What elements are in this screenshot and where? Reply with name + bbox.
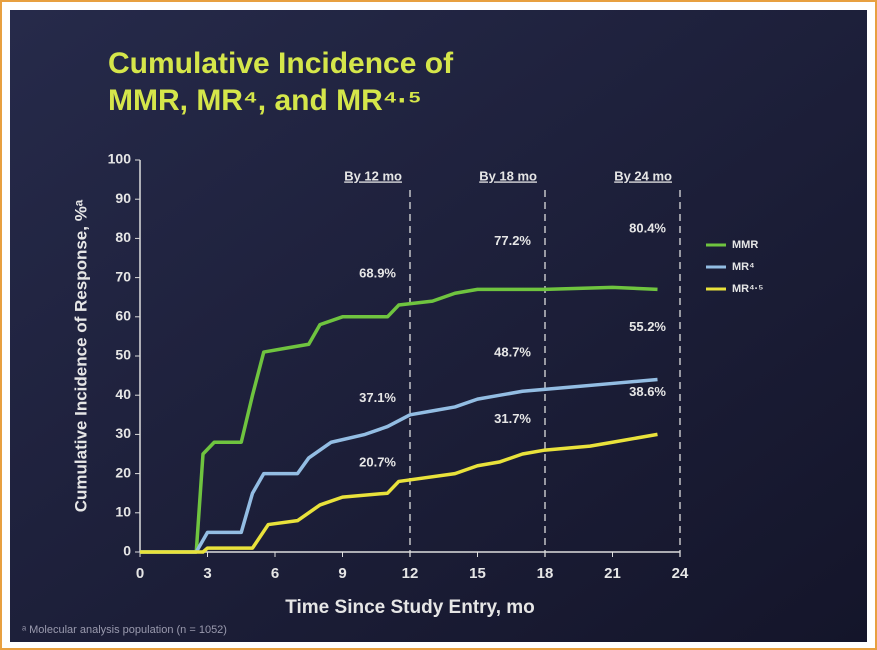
y-tick-label: 0: [123, 543, 131, 559]
footnote: ᵃ Molecular analysis population (n = 105…: [22, 624, 227, 636]
y-tick-label: 20: [115, 464, 131, 480]
chart-title: Cumulative Incidence of: [108, 47, 454, 80]
y-tick-label: 10: [115, 504, 131, 520]
y-tick-label: 80: [115, 229, 131, 245]
milestone-label: By 18 mo: [479, 168, 537, 183]
y-tick-label: 70: [115, 268, 131, 284]
y-tick-label: 90: [115, 190, 131, 206]
milestone-value: 48.7%: [494, 345, 531, 360]
x-tick-label: 15: [469, 565, 486, 582]
milestone-value: 20.7%: [359, 454, 396, 469]
milestone-label: By 12 mo: [344, 168, 402, 183]
x-tick-label: 3: [203, 565, 211, 582]
x-tick-label: 0: [136, 565, 144, 582]
y-tick-label: 50: [115, 347, 131, 363]
legend-label: MR⁴·⁵: [732, 283, 763, 295]
milestone-label: By 24 mo: [614, 168, 672, 183]
milestone-value: 77.2%: [494, 233, 531, 248]
milestone-value: 38.6%: [629, 384, 666, 399]
x-tick-label: 18: [537, 565, 554, 582]
x-axis-label: Time Since Study Entry, mo: [285, 597, 535, 618]
y-tick-label: 40: [115, 386, 131, 402]
milestone-value: 68.9%: [359, 265, 396, 280]
milestone-value: 31.7%: [494, 411, 531, 426]
slide: Cumulative Incidence of MMR, MR⁴, and MR…: [0, 0, 877, 650]
y-tick-label: 100: [108, 151, 132, 167]
y-tick-label: 30: [115, 425, 131, 441]
milestone-value: 80.4%: [629, 220, 666, 235]
chart-title: MMR, MR⁴, and MR⁴·⁵: [108, 84, 422, 117]
x-tick-label: 9: [338, 565, 346, 582]
x-tick-label: 12: [402, 565, 419, 582]
legend-label: MR⁴: [732, 261, 755, 273]
x-tick-label: 21: [604, 565, 621, 582]
milestone-value: 37.1%: [359, 390, 396, 405]
legend-label: MMR: [732, 239, 758, 251]
y-axis-label: Cumulative Incidence of Response, %ᵃ: [71, 199, 90, 512]
y-tick-label: 60: [115, 308, 131, 324]
x-tick-label: 24: [672, 565, 689, 582]
milestone-value: 55.2%: [629, 319, 666, 334]
x-tick-label: 6: [271, 565, 279, 582]
